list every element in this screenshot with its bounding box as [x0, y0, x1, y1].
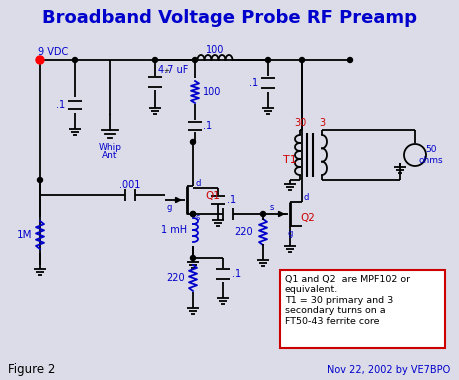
- Text: 3: 3: [318, 118, 325, 128]
- Circle shape: [190, 212, 195, 217]
- Text: 220: 220: [166, 273, 185, 283]
- Text: 220: 220: [234, 227, 252, 237]
- Text: Q1 and Q2  are MPF102 or
equivalent.
T1 = 30 primary and 3
secondary turns on a
: Q1 and Q2 are MPF102 or equivalent. T1 =…: [285, 275, 409, 326]
- Text: 9 VDC: 9 VDC: [38, 47, 68, 57]
- Text: .1: .1: [226, 195, 235, 205]
- Text: 50
ohms: 50 ohms: [418, 145, 442, 165]
- Circle shape: [36, 56, 44, 64]
- Text: 100: 100: [202, 87, 221, 97]
- Text: 30: 30: [293, 118, 305, 128]
- Text: .1: .1: [231, 269, 241, 279]
- Text: Q1: Q1: [205, 191, 219, 201]
- Text: d: d: [303, 193, 309, 203]
- Circle shape: [192, 57, 197, 62]
- Bar: [280, 270, 444, 348]
- Circle shape: [260, 212, 265, 217]
- Circle shape: [265, 57, 270, 62]
- Text: .001: .001: [119, 180, 140, 190]
- Text: Whip: Whip: [98, 144, 121, 152]
- Circle shape: [299, 57, 304, 62]
- Circle shape: [73, 57, 77, 62]
- Text: Q2: Q2: [300, 213, 315, 223]
- Text: s: s: [196, 214, 200, 223]
- Text: .1: .1: [248, 78, 257, 88]
- Text: .1: .1: [202, 121, 212, 131]
- Circle shape: [190, 212, 195, 217]
- Text: Nov 22, 2002 by VE7BPO: Nov 22, 2002 by VE7BPO: [326, 365, 449, 375]
- Text: 1 mH: 1 mH: [161, 225, 187, 235]
- Text: 4.7 uF: 4.7 uF: [157, 65, 188, 75]
- Text: d: d: [196, 179, 201, 187]
- Text: g: g: [287, 230, 293, 239]
- Circle shape: [38, 177, 42, 182]
- Circle shape: [190, 255, 195, 261]
- Text: .1: .1: [56, 100, 65, 110]
- Text: 100: 100: [205, 45, 224, 55]
- Circle shape: [190, 139, 195, 144]
- Text: s: s: [269, 204, 274, 212]
- Text: Broadband Voltage Probe RF Preamp: Broadband Voltage Probe RF Preamp: [42, 9, 417, 27]
- Text: T1: T1: [282, 155, 296, 165]
- Text: 1M: 1M: [17, 230, 32, 240]
- Text: +: +: [162, 68, 168, 74]
- Text: Figure 2: Figure 2: [8, 364, 55, 377]
- Text: g: g: [167, 204, 172, 212]
- Circle shape: [152, 57, 157, 62]
- Circle shape: [347, 57, 352, 62]
- Text: Ant: Ant: [102, 152, 118, 160]
